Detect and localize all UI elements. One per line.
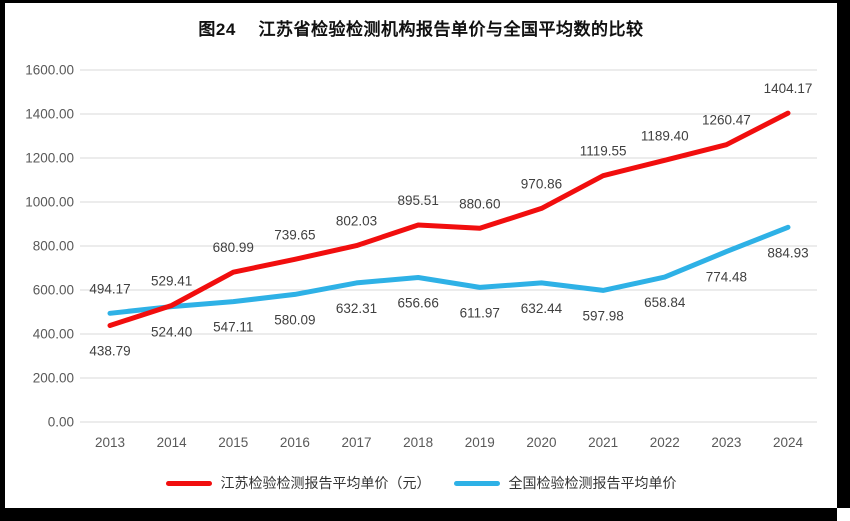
- data-label-jiangsu: 802.03: [336, 214, 377, 229]
- y-tick-label: 1200.00: [25, 151, 74, 166]
- data-label-national: 597.98: [582, 308, 623, 323]
- y-tick-label: 1600.00: [25, 63, 74, 78]
- x-tick-label: 2023: [711, 435, 741, 450]
- data-label-jiangsu: 680.99: [213, 240, 254, 255]
- x-tick-label: 2021: [588, 435, 618, 450]
- data-label-jiangsu: 970.86: [521, 176, 562, 191]
- scan-border-top: [0, 0, 850, 3]
- data-label-national: 547.11: [213, 320, 253, 335]
- legend-item-national: 全国检验检测报告平均单价: [453, 473, 677, 493]
- x-tick-label: 2022: [650, 435, 680, 450]
- legend-label-jiangsu: 江苏检验检测报告平均单价（元）: [220, 475, 431, 491]
- data-label-jiangsu: 1260.47: [702, 113, 751, 128]
- legend-label-national: 全国检验检测报告平均单价: [508, 475, 677, 491]
- data-label-jiangsu: 739.65: [274, 227, 315, 242]
- y-tick-label: 1400.00: [25, 107, 74, 122]
- scan-border-left: [0, 0, 5, 521]
- x-tick-label: 2017: [342, 435, 372, 450]
- data-label-jiangsu: 895.51: [398, 193, 439, 208]
- data-label-jiangsu: 529.41: [151, 274, 192, 289]
- chart-title: 图24 江苏省检验检测机构报告单价与全国平均数的比较: [198, 20, 644, 39]
- data-label-jiangsu: 1189.40: [641, 128, 689, 143]
- data-label-national: 632.44: [521, 301, 563, 316]
- y-tick-label: 0.00: [48, 415, 74, 430]
- x-tick-label: 2024: [773, 435, 804, 450]
- series-line-jiangsu: [107, 110, 791, 328]
- x-tick-label: 2013: [95, 435, 125, 450]
- data-label-national: 884.93: [767, 245, 808, 260]
- national-line-swatch: [453, 480, 500, 486]
- x-tick-label: 2016: [280, 435, 310, 450]
- y-tick-label: 400.00: [33, 327, 74, 342]
- data-label-jiangsu: 1404.17: [764, 81, 813, 96]
- data-label-national: 524.40: [151, 325, 192, 340]
- x-tick-label: 2015: [218, 435, 248, 450]
- data-label-national: 611.97: [460, 305, 500, 320]
- x-tick-label: 2018: [403, 435, 433, 450]
- legend-item-jiangsu: 江苏检验检测报告平均单价（元）: [165, 473, 431, 493]
- y-tick-label: 800.00: [33, 239, 74, 254]
- data-label-jiangsu: 1119.55: [580, 144, 627, 159]
- data-label-national: 658.84: [644, 295, 686, 310]
- y-tick-label: 1000.00: [25, 195, 74, 210]
- x-tick-label: 2020: [526, 435, 556, 450]
- x-tick-label: 2019: [465, 435, 495, 450]
- data-label-national: 774.48: [706, 270, 747, 285]
- data-label-jiangsu: 438.79: [89, 343, 130, 358]
- x-tick-label: 2014: [157, 435, 188, 450]
- data-label-national: 632.31: [336, 301, 377, 316]
- scan-border-right: [837, 0, 850, 508]
- jiangsu-line-swatch: [165, 480, 212, 486]
- scan-border-bottom: [0, 508, 837, 521]
- data-label-jiangsu: 880.60: [459, 196, 500, 211]
- chart-legend: 江苏检验检测报告平均单价（元） 全国检验检测报告平均单价: [5, 470, 837, 496]
- data-label-national: 656.66: [398, 296, 439, 311]
- y-tick-label: 600.00: [33, 283, 74, 298]
- series-line-national: [107, 224, 791, 316]
- data-label-national: 580.09: [274, 312, 315, 327]
- data-label-national: 494.17: [89, 281, 130, 296]
- y-tick-label: 200.00: [33, 371, 74, 386]
